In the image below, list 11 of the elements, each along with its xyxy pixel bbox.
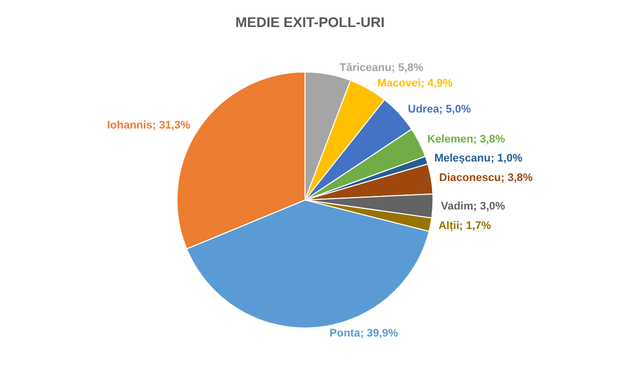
slice-label: Udrea; 5,0% <box>408 103 472 116</box>
slice-label: Vadim; 3,0% <box>440 200 506 212</box>
chart-title: MEDIE EXIT-POLL-URI <box>235 14 385 30</box>
slice-label: Ponta; 39,9% <box>330 328 398 340</box>
slice-label: Meleșcanu; 1,0% <box>434 152 523 164</box>
slice-label: Diaconescu; 3,8% <box>439 172 533 184</box>
slice-label: Iohannis; 31,3% <box>107 120 190 132</box>
slice-label: Alții; 1,7% <box>438 220 492 232</box>
slice-label: Kelemen; 3,8% <box>427 134 506 146</box>
slice-label: Tăriceanu; 5,8% <box>339 62 424 74</box>
slice-label: Macovei; 4,9% <box>377 78 453 90</box>
